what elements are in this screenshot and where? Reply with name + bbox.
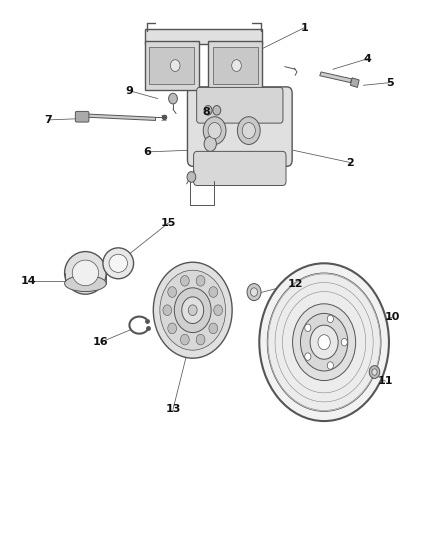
Circle shape: [310, 325, 338, 359]
Circle shape: [196, 276, 205, 286]
Circle shape: [213, 106, 221, 115]
FancyBboxPatch shape: [208, 41, 262, 90]
Circle shape: [169, 93, 177, 104]
Circle shape: [208, 123, 221, 139]
Circle shape: [341, 338, 347, 346]
Circle shape: [209, 287, 218, 297]
Text: 16: 16: [93, 337, 109, 347]
Ellipse shape: [109, 254, 127, 272]
Text: 10: 10: [384, 312, 400, 322]
Text: 1: 1: [300, 23, 308, 33]
Text: 2: 2: [346, 158, 354, 167]
Circle shape: [196, 334, 205, 345]
Circle shape: [369, 366, 380, 378]
Text: 15: 15: [161, 218, 177, 228]
Circle shape: [214, 305, 223, 316]
Ellipse shape: [72, 260, 99, 286]
Text: 6: 6: [143, 147, 151, 157]
Circle shape: [168, 287, 177, 297]
Circle shape: [188, 305, 197, 316]
Circle shape: [305, 353, 311, 360]
Circle shape: [168, 323, 177, 334]
Circle shape: [259, 263, 389, 421]
Circle shape: [163, 305, 172, 316]
Circle shape: [372, 369, 377, 375]
Ellipse shape: [103, 248, 134, 279]
Polygon shape: [320, 72, 352, 83]
FancyBboxPatch shape: [75, 111, 89, 122]
Text: 7: 7: [44, 115, 52, 125]
Circle shape: [209, 323, 218, 334]
FancyBboxPatch shape: [197, 87, 283, 123]
FancyBboxPatch shape: [194, 151, 286, 185]
Circle shape: [180, 276, 189, 286]
Polygon shape: [350, 78, 359, 87]
Text: 9: 9: [125, 86, 133, 95]
Circle shape: [327, 362, 333, 369]
Circle shape: [318, 335, 330, 350]
Circle shape: [187, 172, 196, 182]
Circle shape: [160, 270, 226, 350]
FancyBboxPatch shape: [187, 87, 292, 166]
Circle shape: [305, 324, 311, 332]
FancyBboxPatch shape: [145, 29, 262, 44]
FancyBboxPatch shape: [213, 47, 258, 84]
Circle shape: [300, 313, 348, 371]
Circle shape: [203, 117, 226, 144]
Text: 12: 12: [288, 279, 304, 288]
Ellipse shape: [64, 276, 106, 292]
Text: 13: 13: [165, 405, 181, 414]
Ellipse shape: [64, 252, 106, 294]
Circle shape: [251, 288, 258, 296]
Polygon shape: [88, 114, 155, 120]
Circle shape: [204, 106, 212, 115]
Text: 5: 5: [386, 78, 394, 87]
Circle shape: [327, 315, 333, 322]
Circle shape: [293, 304, 356, 381]
FancyBboxPatch shape: [145, 41, 199, 90]
Circle shape: [247, 284, 261, 301]
Text: 11: 11: [378, 376, 393, 386]
Circle shape: [170, 60, 180, 71]
Circle shape: [182, 297, 204, 324]
Circle shape: [204, 136, 216, 151]
Circle shape: [237, 117, 260, 144]
Text: 8: 8: [202, 107, 210, 117]
Circle shape: [242, 123, 255, 139]
Circle shape: [174, 288, 211, 333]
FancyBboxPatch shape: [149, 47, 194, 84]
Circle shape: [232, 60, 241, 71]
Circle shape: [267, 273, 381, 411]
Circle shape: [180, 334, 189, 345]
Text: 4: 4: [364, 54, 372, 63]
Circle shape: [153, 262, 232, 358]
Text: 14: 14: [21, 277, 36, 286]
